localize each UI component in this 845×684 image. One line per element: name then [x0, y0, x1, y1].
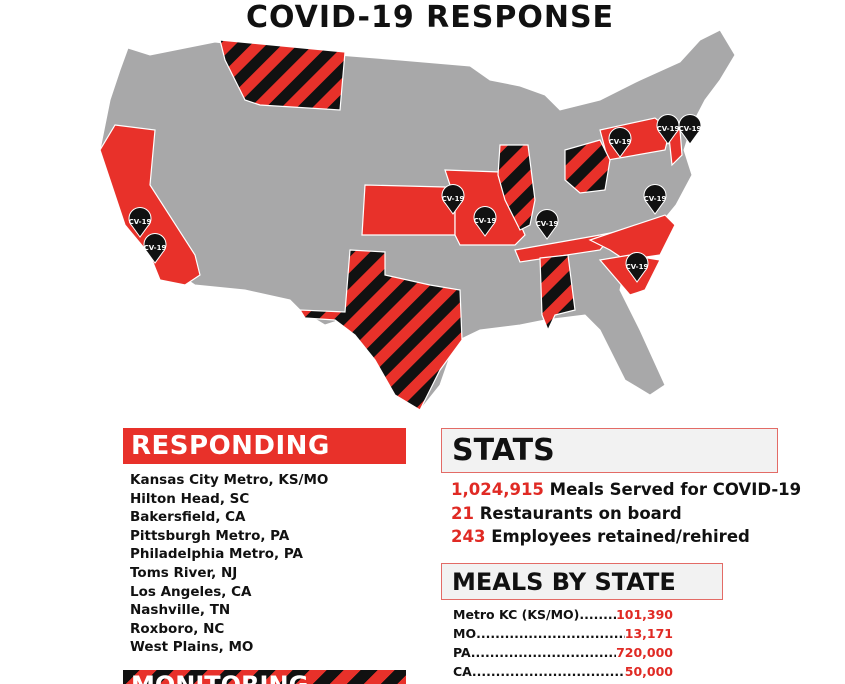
- svg-text:CV-19: CV-19: [536, 220, 559, 228]
- svg-text:CV-19: CV-19: [626, 263, 649, 271]
- list-item: Bakersfield, CA: [130, 509, 246, 526]
- state-oh: [564, 139, 611, 194]
- stats-list: 1,024,915 Meals Served for COVID-19 21 R…: [451, 478, 801, 549]
- state-tx: [298, 249, 463, 411]
- state-mt: [219, 39, 346, 111]
- cv19-pin-icon: CV-19: [473, 206, 497, 237]
- svg-text:CV-19: CV-19: [144, 244, 167, 252]
- list-item: West Plains, MO: [130, 639, 254, 656]
- list-item: Toms River, NJ: [130, 564, 238, 581]
- list-item: Los Angeles, CA: [130, 583, 252, 600]
- state-ks: [361, 184, 456, 236]
- svg-text:CV-19: CV-19: [657, 125, 680, 133]
- meals-row: CA50,000: [453, 662, 673, 681]
- stats-heading: STATS: [441, 428, 778, 473]
- svg-text:CV-19: CV-19: [679, 125, 702, 133]
- state-al: [539, 254, 576, 332]
- stat-item: 243 Employees retained/rehired: [451, 527, 750, 546]
- responding-heading: RESPONDING: [123, 428, 406, 464]
- list-item: Hilton Head, SC: [130, 490, 250, 507]
- cv19-pin-icon: CV-19: [535, 209, 559, 240]
- state-ca: [99, 124, 201, 286]
- svg-text:CV-19: CV-19: [129, 218, 152, 226]
- list-item: Kansas City Metro, KS/MO: [130, 472, 329, 488]
- cv19-pin-icon: CV-19: [143, 233, 167, 264]
- list-item: Pittsburgh Metro, PA: [130, 527, 290, 544]
- cv19-pin-icon: CV-19: [608, 127, 632, 158]
- list-item: Philadelphia Metro, PA: [130, 546, 303, 563]
- svg-text:CV-19: CV-19: [442, 195, 465, 203]
- state-il: [497, 144, 536, 231]
- monitoring-heading: MONITORING: [123, 670, 406, 684]
- responding-list: Kansas City Metro, KS/MO Hilton Head, SC…: [130, 471, 328, 657]
- page-title: COVID-19 RESPONSE: [245, 0, 615, 35]
- meals-row: MO13,171: [453, 624, 673, 643]
- meals-by-state-heading: MEALS BY STATE: [441, 563, 723, 600]
- cv19-pin-icon: CV-19: [441, 184, 465, 215]
- cv19-pin-icon: CV-19: [128, 207, 152, 238]
- meals-row: Metro KC (KS/MO)101,390: [453, 605, 673, 624]
- meals-table: Metro KC (KS/MO)101,390 MO13,171 PA720,0…: [453, 605, 673, 681]
- svg-text:CV-19: CV-19: [644, 195, 667, 203]
- state-nc: [588, 214, 676, 261]
- cv19-pin-icon: CV-19: [656, 114, 680, 145]
- cv19-pin-icon: CV-19: [678, 114, 702, 145]
- list-item: Roxboro, NC: [130, 620, 225, 637]
- list-item: Nashville, TN: [130, 602, 231, 619]
- meals-row: PA720,000: [453, 643, 673, 662]
- stat-item: 1,024,915 Meals Served for COVID-19: [451, 480, 802, 499]
- svg-text:CV-19: CV-19: [474, 217, 497, 225]
- stat-item: 21 Restaurants on board: [451, 503, 682, 523]
- svg-text:CV-19: CV-19: [609, 138, 632, 146]
- cv19-pin-icon: CV-19: [643, 184, 667, 215]
- cv19-pin-icon: CV-19: [625, 252, 649, 283]
